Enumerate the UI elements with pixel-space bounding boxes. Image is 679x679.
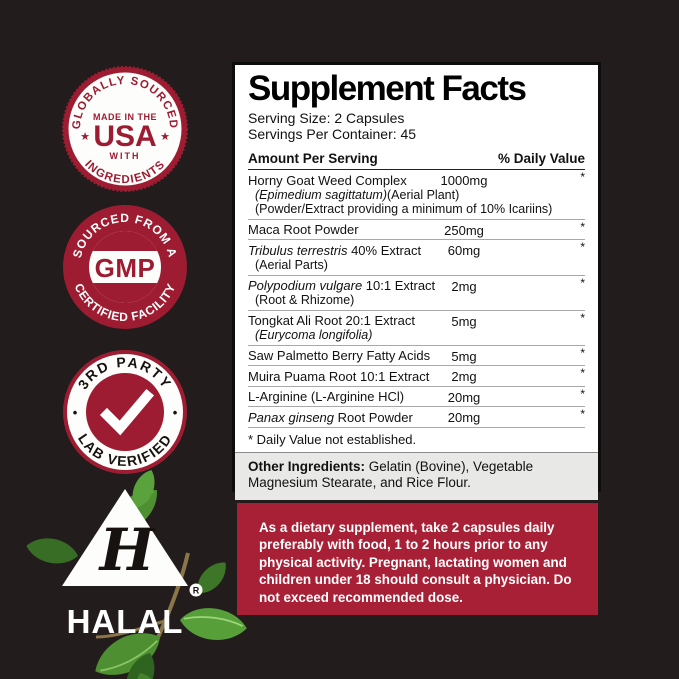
- ingredient-daily-value: *: [580, 240, 585, 255]
- ingredient-name: Panax ginseng Root Powder: [248, 409, 413, 425]
- ingredient-name: Tongkat Ali Root 20:1 Extract (Eurycoma l…: [248, 313, 585, 343]
- ingredient-subtext: (Eurycoma longifolia): [255, 328, 373, 343]
- servings-per-container: Servings Per Container: 45: [248, 126, 417, 143]
- ingredient-name: Muira Puama Root 10:1 Extract: [248, 368, 430, 384]
- dot-separator: •: [73, 405, 78, 420]
- halal-triangle-icon: H R: [62, 489, 203, 597]
- ingredient-amount: 60mg: [447, 243, 481, 259]
- ingredient-daily-value: *: [580, 366, 585, 381]
- ingredient-amount: 5mg: [451, 313, 477, 329]
- ingredient-daily-value: *: [580, 386, 585, 401]
- ingredient-daily-value: *: [580, 407, 585, 422]
- ingredient-name: Saw Palmetto Berry Fatty Acids: [248, 348, 431, 364]
- ingredient-subtext: (Aerial Parts): [255, 258, 328, 273]
- ingredient-amount: 2mg: [451, 278, 477, 294]
- daily-value-footnote: * Daily Value not established.: [248, 431, 417, 447]
- ingredient-name: L-Arginine (L-Arginine HCl): [248, 389, 405, 405]
- ingredient-row: Polypodium vulgare 10:1 Extract (Root & R…: [248, 276, 585, 311]
- lab-verified-badge: 3RD PARTY LAB VERIFIED • •: [63, 350, 187, 474]
- ingredient-name: Polypodium vulgare 10:1 Extract (Root & R…: [248, 278, 585, 308]
- ingredient-amount: 250mg: [444, 222, 484, 238]
- serving-size: Serving Size: 2 Capsules: [248, 109, 405, 126]
- col-daily-value: % Daily Value: [497, 151, 585, 167]
- usage-directions-box: As a dietary supplement, take 2 capsules…: [237, 503, 598, 615]
- ingredient-row: Tongkat Ali Root 20:1 Extract (Eurycoma l…: [248, 311, 585, 346]
- ingredient-daily-value: *: [580, 345, 585, 360]
- check-icon: [99, 388, 155, 436]
- halal-label: HALAL: [66, 603, 184, 640]
- ingredient-subtext: (Powder/Extract providing a minimum of 1…: [255, 202, 553, 217]
- ingredient-daily-value: *: [580, 275, 585, 290]
- col-amount-per-serving: Amount Per Serving: [248, 151, 378, 167]
- other-ingredients-text: Gelatin (Bovine), Vegetable Magnesium St…: [248, 458, 534, 491]
- star-icon: ★: [160, 131, 170, 143]
- gmp-text: GMP: [95, 253, 156, 283]
- supplement-facts-panel: Supplement Facts Serving Size: 2 Capsule…: [232, 62, 601, 500]
- ingredient-daily-value: *: [580, 310, 585, 325]
- made-in-usa-badge: GLOBALLY SOURCED INGREDIENTS MADE IN THE…: [62, 66, 188, 192]
- ingredient-amount: 5mg: [451, 348, 477, 364]
- table-header: Amount Per Serving % Daily Value: [248, 147, 585, 171]
- other-ingredients-label: Other Ingredients:: [248, 458, 366, 474]
- ingredient-amount: 20mg: [447, 410, 481, 426]
- ingredient-row: Panax ginseng Root Powder 20mg *: [248, 407, 585, 428]
- ingredient-row: Horny Goat Weed Complex (Epimedium sagitt…: [248, 170, 585, 220]
- star-icon: ★: [80, 131, 90, 143]
- halal-logo: H R HALAL: [40, 486, 210, 638]
- ingredient-daily-value: *: [580, 219, 585, 234]
- usa-text: USA: [93, 120, 156, 153]
- dot-separator: •: [173, 405, 178, 420]
- usa-with: WITH: [110, 151, 141, 161]
- other-ingredients: Other Ingredients: Gelatin (Bovine), Veg…: [235, 451, 598, 500]
- ingredient-row: Saw Palmetto Berry Fatty Acids 5mg *: [248, 346, 585, 367]
- ingredient-row: Maca Root Powder 250mg *: [248, 220, 585, 241]
- ingredient-amount: 2mg: [451, 369, 477, 385]
- halal-h-letter: H: [98, 516, 157, 584]
- ingredient-row: L-Arginine (L-Arginine HCl) 20mg *: [248, 387, 585, 408]
- ingredient-name: Maca Root Powder: [248, 222, 359, 238]
- leaf-decoration-bottom: [95, 552, 247, 679]
- ingredient-amount: 20mg: [447, 389, 481, 405]
- ingredient-amount: 1000mg: [440, 173, 488, 189]
- ingredient-daily-value: *: [580, 170, 585, 185]
- panel-title: Supplement Facts: [248, 69, 527, 108]
- ingredient-subtext: (Epimedium sagittatum)(Aerial Plant): [255, 187, 460, 202]
- ingredient-row: Muira Puama Root 10:1 Extract 2mg *: [248, 366, 585, 387]
- ingredient-name: Tribulus terrestris 40% Extract (Aerial P…: [248, 243, 585, 273]
- registered-icon: R: [193, 586, 200, 596]
- ingredient-subtext: (Root & Rhizome): [255, 293, 355, 308]
- usa-made-in-the: MADE IN THE: [93, 112, 157, 122]
- ingredient-name: Horny Goat Weed Complex (Epimedium sagitt…: [248, 173, 585, 217]
- facts-rows: Horny Goat Weed Complex (Epimedium sagitt…: [248, 170, 585, 428]
- gmp-certified-badge: GMP SOURCED FROM A CERTIFIED FACILITY: [63, 205, 187, 329]
- ingredient-row: Tribulus terrestris 40% Extract (Aerial P…: [248, 240, 585, 276]
